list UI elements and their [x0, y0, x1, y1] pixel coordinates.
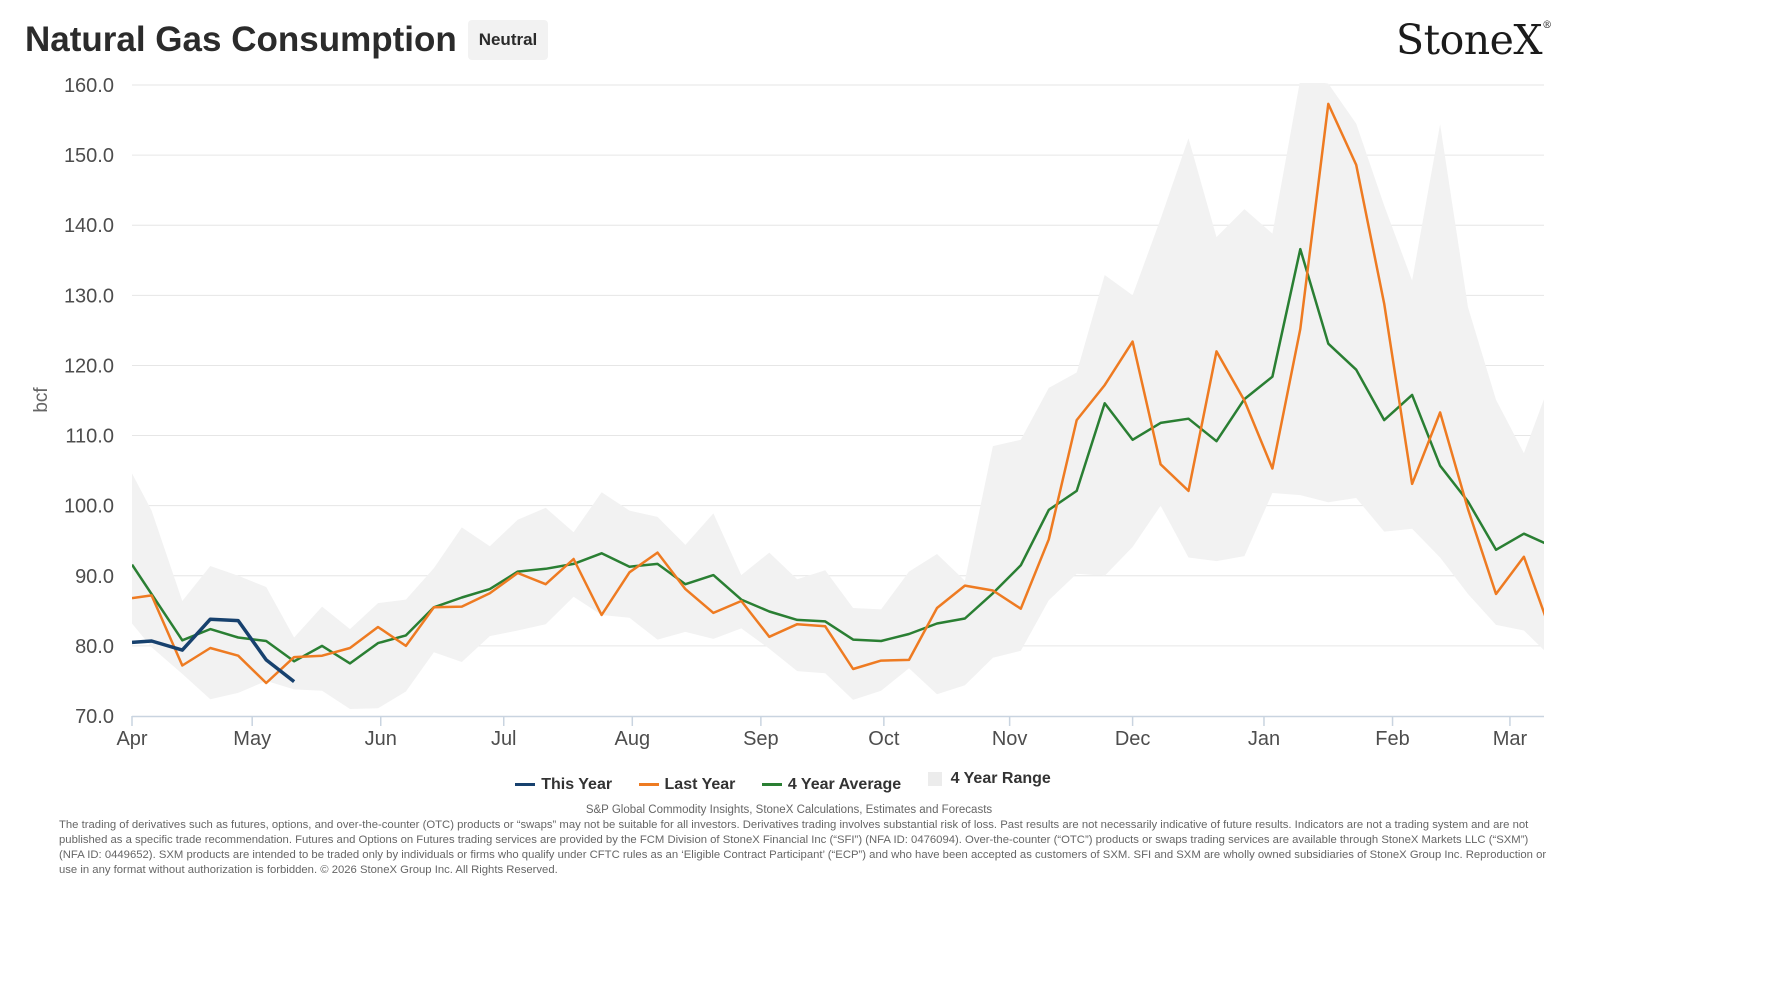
y-tick-label: 140.0 — [64, 215, 114, 237]
legend-label-this-year: This Year — [541, 775, 613, 793]
range-band-group — [132, 83, 1544, 709]
legend-label-last-year: Last Year — [664, 775, 736, 793]
axes: 70.0 80.0 90.0 100.0 110.0 120.0 130.0 140.0 150… — [64, 75, 1544, 750]
legend-label-4yr-range: 4 Year Range — [950, 770, 1051, 787]
legend-item-4yr-range[interactable]: 4 Year Range — [927, 770, 1051, 788]
x-tick-label: Jul — [491, 728, 517, 750]
y-tick-label: 70.0 — [75, 706, 114, 728]
x-tick-label: Dec — [1115, 728, 1151, 750]
legend-swatch-last-year — [638, 783, 659, 786]
x-tick-label: Oct — [868, 728, 900, 750]
line-chart: 70.0 80.0 90.0 100.0 110.0 120.0 130.0 140.0 150… — [31, 75, 1544, 750]
x-tick-label: Sep — [743, 728, 779, 750]
chart-legend: This Year Last Year 4 Year Average 4 Yea… — [0, 770, 1566, 794]
x-tick-label: Nov — [992, 728, 1028, 750]
y-tick-label: 120.0 — [64, 355, 114, 377]
y-tick-label: 150.0 — [64, 145, 114, 167]
legend-swatch-this-year — [515, 783, 536, 786]
x-tick-label: Mar — [1493, 728, 1528, 750]
legend-item-last-year[interactable]: Last Year — [638, 775, 736, 794]
chart-title: Natural Gas Consumption — [25, 20, 457, 59]
series-line-4yr-average — [132, 247, 1544, 665]
y-tick-label: 160.0 — [64, 75, 114, 97]
logo-text: StoneX — [1396, 16, 1543, 64]
y-tick-label: 110.0 — [65, 426, 114, 448]
source-note: S&P Global Commodity Insights, StoneX Ca… — [585, 804, 993, 816]
legend-label-4yr-average: 4 Year Average — [787, 775, 902, 793]
y-axis-label: bcf — [31, 387, 52, 413]
legend-item-4yr-average[interactable]: 4 Year Average — [761, 775, 902, 794]
registered-mark: ® — [1542, 20, 1552, 31]
x-tick-label: Apr — [116, 728, 147, 750]
range-band-4yr — [132, 83, 1544, 709]
x-tick-label: Jun — [365, 728, 397, 750]
series-line-last-year — [132, 102, 1544, 685]
x-tick-label: May — [233, 728, 271, 750]
y-tick-label: 90.0 — [75, 566, 114, 588]
y-tick-label: 80.0 — [75, 636, 114, 658]
legend-item-this-year[interactable]: This Year — [515, 776, 612, 794]
x-tick-label: Feb — [1375, 728, 1409, 750]
series-lines — [132, 102, 1544, 685]
series-line-this-year — [132, 617, 296, 683]
y-tick-label: 130.0 — [64, 285, 114, 307]
stonex-logo: StoneX® — [1396, 16, 1552, 64]
y-tick-label: 100.0 — [64, 496, 114, 518]
x-tick-label: Aug — [615, 728, 651, 750]
x-tick-label: Jan — [1248, 728, 1280, 750]
sentiment-badge: Neutral — [468, 20, 548, 60]
legal-disclaimer: The trading of derivatives such as futur… — [59, 819, 1547, 876]
legend-swatch-4yr-range — [927, 772, 942, 786]
legend-swatch-4yr-average — [761, 783, 782, 786]
